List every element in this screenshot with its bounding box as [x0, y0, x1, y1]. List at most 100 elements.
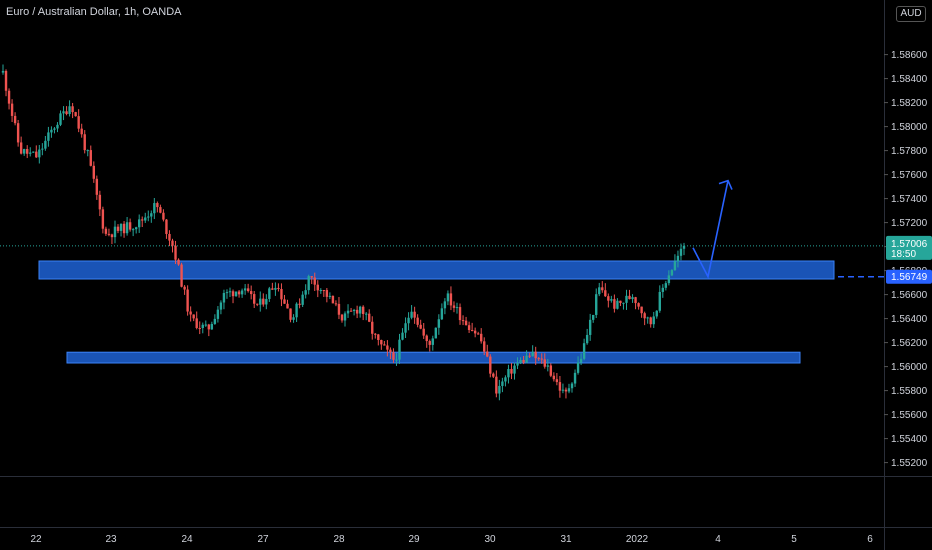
candle-body — [516, 363, 519, 366]
candle-body — [513, 365, 516, 374]
arrow-head — [718, 179, 733, 190]
candle-body — [195, 318, 198, 328]
candle-body — [32, 151, 35, 153]
candle-body — [607, 296, 610, 301]
candle-body — [592, 314, 595, 320]
candle-body — [131, 229, 135, 231]
candle-body — [183, 286, 186, 290]
x-tick-label: 31 — [560, 534, 572, 545]
candle-body — [601, 287, 604, 291]
candle-body — [561, 389, 565, 391]
candle-body — [570, 383, 574, 389]
candle-body — [331, 295, 335, 304]
candle-body — [228, 291, 232, 293]
candle-body — [174, 245, 177, 260]
candle-body — [537, 358, 540, 360]
candle-body — [549, 365, 553, 376]
x-tick-label: 4 — [715, 534, 721, 545]
candle-body — [337, 303, 341, 315]
candle-body — [22, 149, 26, 154]
candle-body — [53, 128, 56, 130]
candle-body — [564, 389, 568, 392]
candle-body — [65, 111, 68, 115]
candle-body — [470, 330, 474, 332]
y-tick-label: 1.55200 — [891, 458, 928, 469]
candle-body — [343, 313, 347, 321]
candle-body — [240, 290, 244, 295]
candle-body — [377, 334, 380, 340]
candle-body — [29, 152, 32, 154]
candle-body — [271, 288, 274, 290]
current-price-tag — [886, 235, 932, 260]
y-tick-label: 1.56000 — [891, 362, 928, 373]
candle-body — [365, 313, 368, 315]
candle-body — [446, 293, 450, 302]
x-tick-label: 23 — [105, 534, 117, 545]
y-tick-label: 1.55800 — [891, 386, 928, 397]
candle-body — [165, 219, 168, 234]
currency-button[interactable]: AUD — [896, 6, 926, 22]
candle-body — [138, 219, 141, 228]
candle-body — [440, 308, 444, 320]
candle-body — [652, 316, 655, 325]
candle-body — [455, 307, 459, 309]
candle-body — [13, 115, 17, 124]
candle-body — [47, 132, 50, 141]
candle-body — [210, 323, 214, 330]
candle-body — [634, 297, 637, 304]
candle-body — [552, 375, 556, 380]
candle-body — [83, 134, 86, 151]
candle-body — [38, 149, 41, 158]
candle-body — [249, 291, 253, 295]
candle-body — [492, 373, 495, 377]
candle-body — [643, 313, 646, 319]
candle-body — [286, 303, 289, 309]
candle-body — [122, 223, 126, 234]
candle-body — [646, 317, 649, 319]
candle-body — [361, 306, 365, 314]
candle-body — [682, 245, 686, 249]
candle-body — [4, 70, 8, 91]
x-tick-label: 2022 — [626, 534, 649, 545]
candle-body — [201, 324, 204, 329]
candle-body — [92, 165, 95, 179]
candle-body — [401, 332, 404, 340]
candle-body — [486, 351, 489, 357]
candle-body — [180, 264, 183, 287]
candle-body — [213, 318, 217, 324]
candle-body — [125, 222, 129, 234]
candle-body — [41, 148, 44, 150]
level-price-value: 1.56749 — [891, 272, 928, 283]
candle-body — [410, 311, 413, 318]
candle-body — [452, 305, 456, 308]
x-tick-label: 5 — [791, 534, 797, 545]
candle-body — [622, 302, 625, 304]
candle-body — [171, 240, 174, 246]
candle-body — [346, 310, 350, 314]
resistance-zone — [38, 260, 835, 280]
candle-body — [104, 228, 108, 234]
candle-body — [204, 324, 207, 326]
candle-body — [50, 129, 53, 133]
candle-body — [398, 339, 401, 360]
candle-body — [355, 309, 359, 314]
candle-body — [234, 291, 238, 297]
candle-body — [413, 311, 416, 318]
candle-body — [576, 362, 580, 373]
candle-body — [640, 306, 643, 314]
candle-body — [150, 213, 153, 217]
candle-body — [159, 207, 162, 213]
candle-body — [10, 103, 14, 116]
candle-body — [661, 287, 665, 292]
candle-body — [419, 324, 422, 329]
y-tick-label: 1.55400 — [891, 434, 928, 445]
candle-body — [358, 306, 362, 314]
candle-body — [310, 276, 313, 278]
candle-body — [253, 294, 256, 304]
x-tick-label: 30 — [484, 534, 496, 545]
x-tick-label: 24 — [181, 534, 193, 545]
candle-body — [380, 339, 383, 345]
x-tick-label: 27 — [257, 534, 269, 545]
candle-body — [543, 359, 546, 367]
